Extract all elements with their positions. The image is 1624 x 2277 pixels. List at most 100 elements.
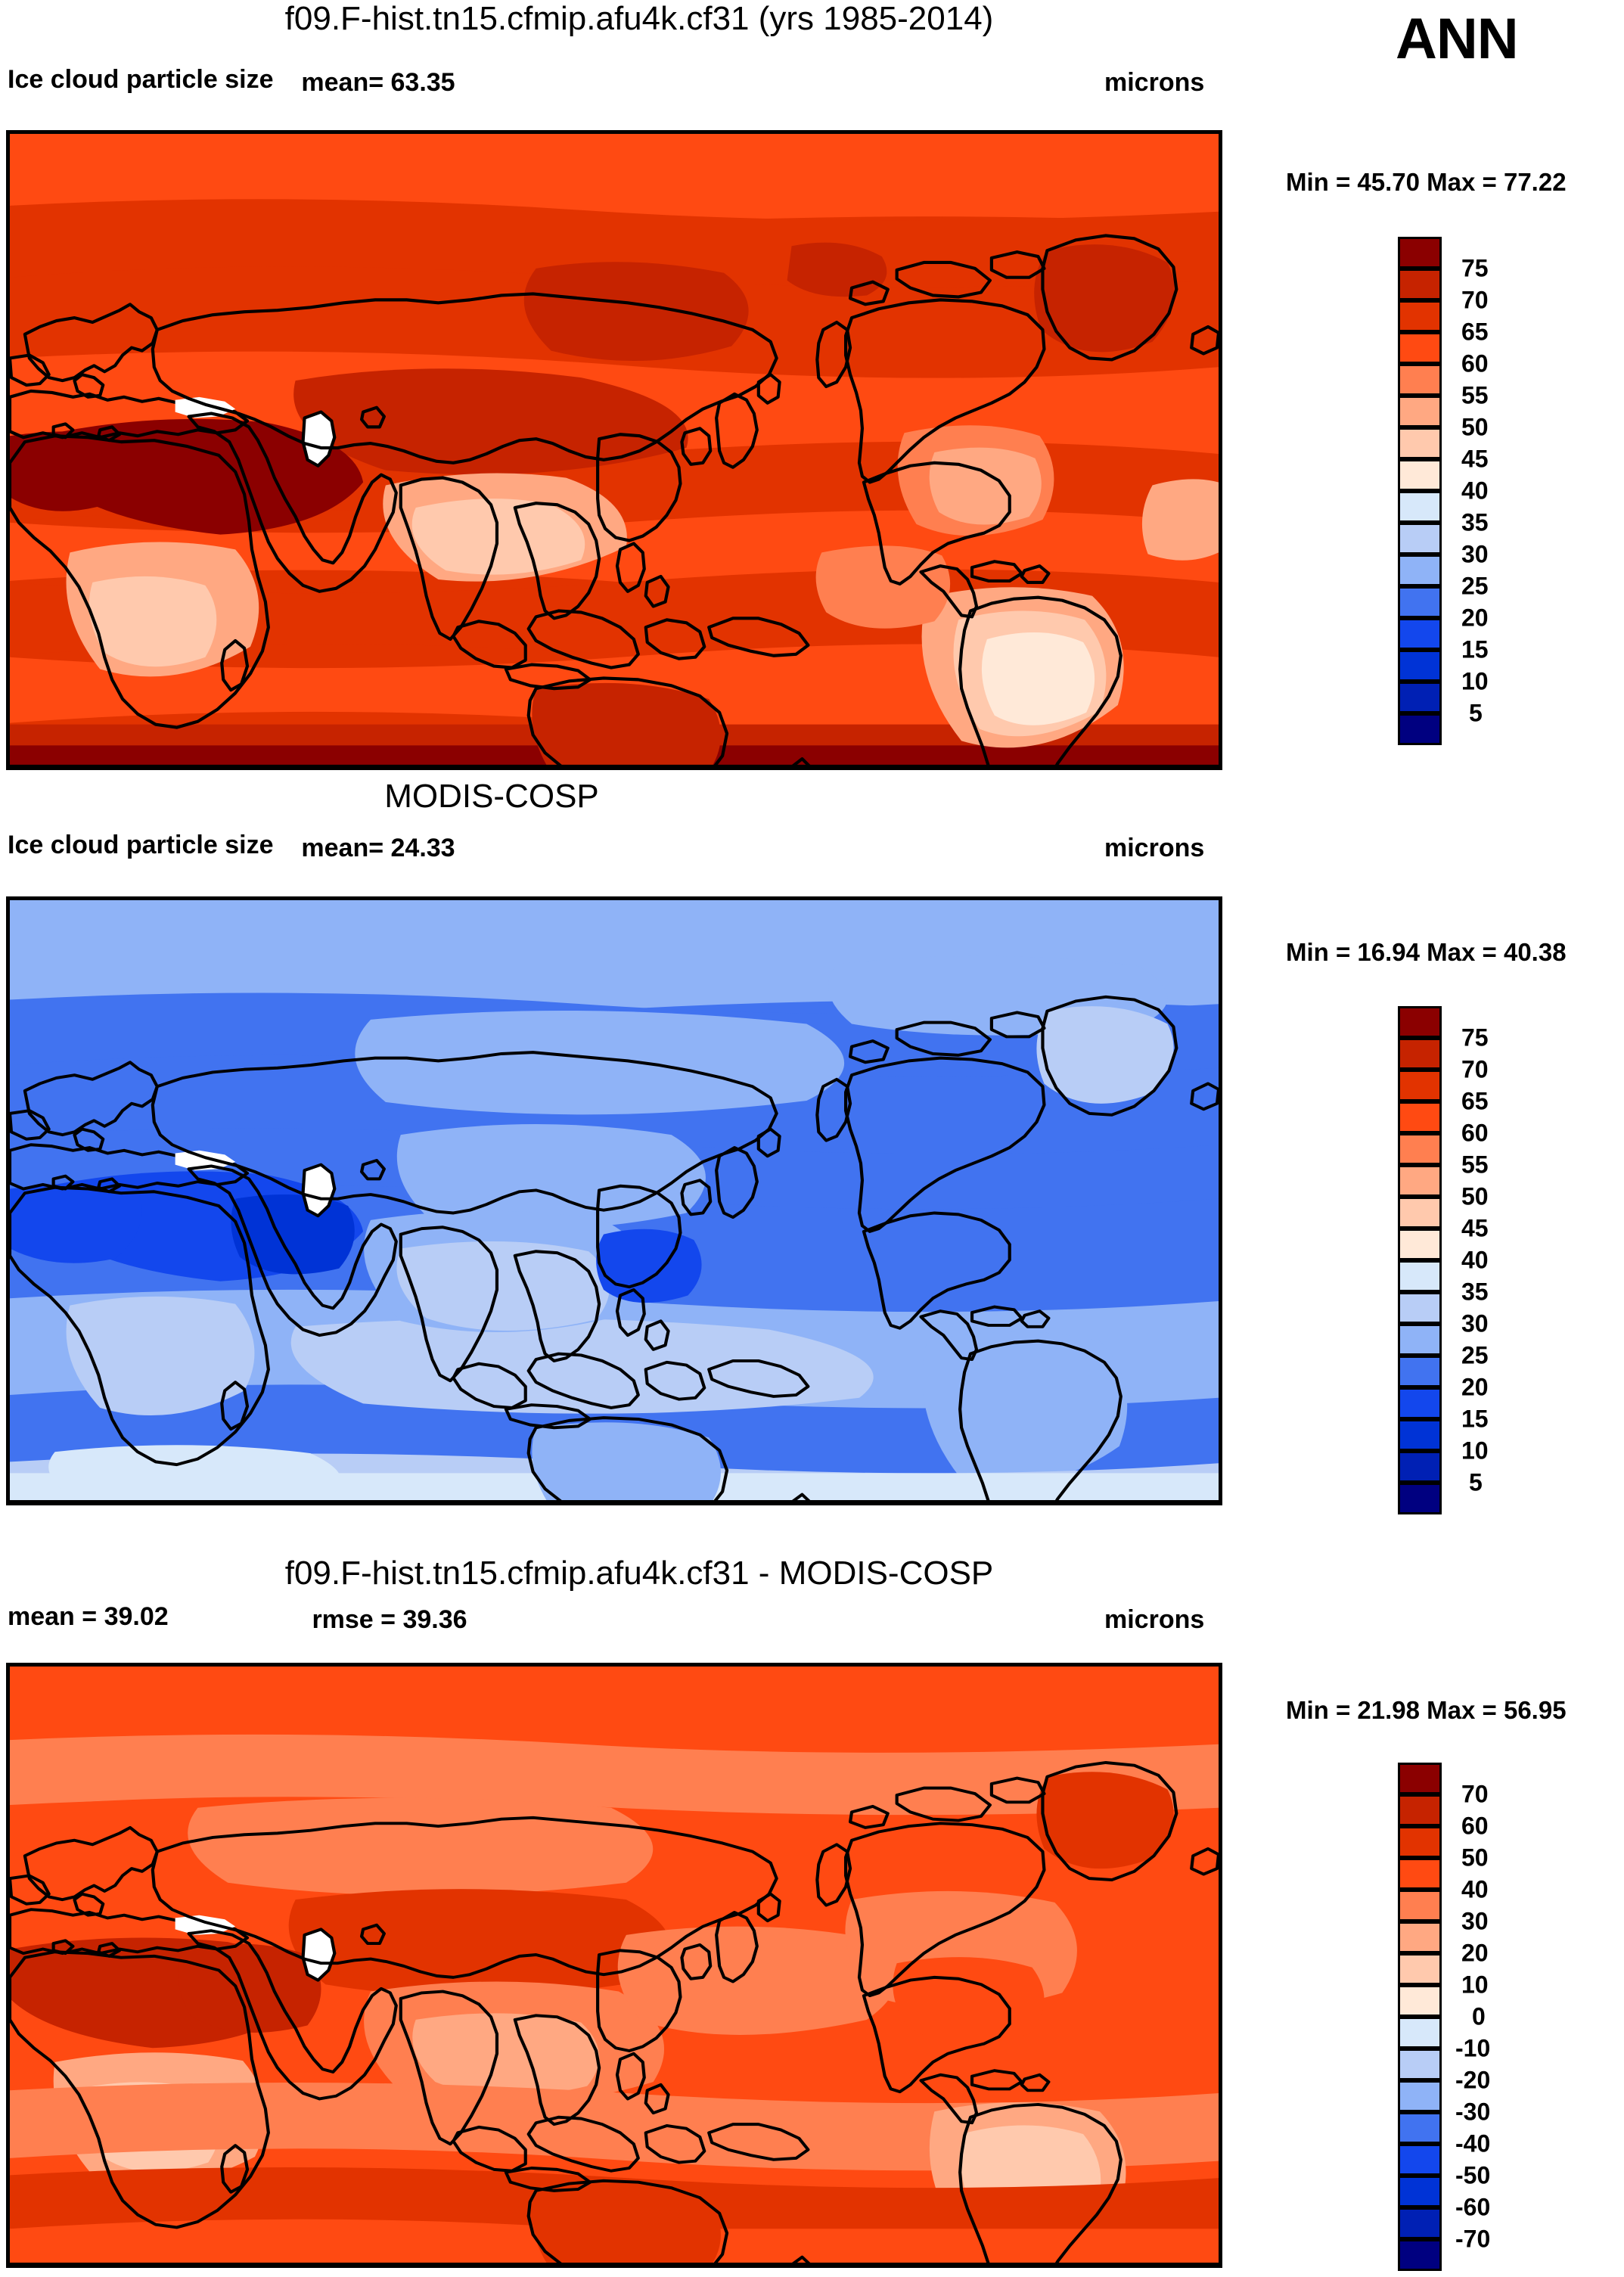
colorbar-tick: 30	[1461, 1309, 1489, 1337]
panel-2-map[interactable]	[6, 896, 1222, 1505]
colorbar-tick: 60	[1461, 1119, 1489, 1147]
colorbar-tick: 10	[1461, 667, 1489, 695]
colorbar-band	[1398, 364, 1442, 396]
colorbar-tick: 65	[1461, 318, 1489, 346]
colorbar-band	[1398, 586, 1442, 618]
colorbar-band	[1398, 237, 1442, 269]
colorbar-tick: 75	[1461, 254, 1489, 282]
colorbar-band	[1398, 2112, 1442, 2144]
panel-2-colorbar[interactable]: 75 70 65 60 55 50 45 40 35 30 25 20 15 1…	[1398, 1006, 1489, 1514]
colorbar-tick: 10	[1461, 1971, 1489, 1999]
panel-3-mean-label: mean = 39.02	[8, 1602, 169, 1631]
colorbar-tick: 20	[1461, 604, 1489, 632]
colorbar-band	[1398, 1165, 1442, 1197]
colorbar-tick: 5	[1469, 1468, 1483, 1496]
colorbar-tick: 30	[1461, 540, 1489, 568]
colorbar-band	[1398, 682, 1442, 713]
colorbar-band	[1398, 1070, 1442, 1101]
colorbar-band	[1398, 1038, 1442, 1070]
colorbar-tick: -40	[1455, 2129, 1491, 2157]
panel-3-colorbar[interactable]: 70 60 50 40 30 20 10 0 -10 -20 -30 -40 -…	[1398, 1763, 1490, 2271]
panel-2-minmax: Min = 16.94 Max = 40.38	[1286, 938, 1567, 966]
colorbar-tick: 50	[1461, 1844, 1489, 1872]
colorbar-tick: -10	[1455, 2034, 1491, 2062]
colorbar-tick: 35	[1461, 1278, 1489, 1306]
colorbar-band	[1398, 1197, 1442, 1229]
panel-1-title: f09.F-hist.tn15.cfmip.afu4k.cf31 (yrs 19…	[284, 0, 994, 37]
colorbar-band	[1398, 332, 1442, 364]
colorbar-band	[1398, 427, 1442, 459]
panel-1-units-label: microns	[1104, 68, 1205, 97]
colorbar-band	[1398, 2080, 1442, 2112]
colorbar-tick: 40	[1461, 477, 1489, 505]
panel-3-rmse-label: rmse = 39.36	[312, 1605, 467, 1634]
colorbar-tick: 45	[1461, 445, 1489, 473]
colorbar-tick: 60	[1461, 349, 1489, 377]
panel-1-colorbar[interactable]: 75 70 65 60 55 50 45 40 35 30 25 20 15 1…	[1398, 237, 1489, 745]
colorbar-band	[1398, 1260, 1442, 1292]
panel-3-map[interactable]	[6, 1663, 1222, 2268]
colorbar-tick: -30	[1455, 2098, 1491, 2126]
colorbar-band	[1398, 1419, 1442, 1451]
panel-2-left-label: Ice cloud particle size	[8, 831, 274, 859]
colorbar-band	[1398, 1890, 1442, 1921]
colorbar-band	[1398, 269, 1442, 300]
panel-3-units-label: microns	[1104, 1605, 1205, 1634]
panel-2-title: MODIS-COSP	[384, 778, 599, 815]
colorbar-band	[1398, 1133, 1442, 1165]
colorbar-band	[1398, 1229, 1442, 1260]
colorbar-tick: -70	[1455, 2225, 1491, 2253]
colorbar-band	[1398, 1953, 1442, 1985]
colorbar-tick: 45	[1461, 1214, 1489, 1242]
colorbar-band	[1398, 459, 1442, 491]
colorbar-tick: 0	[1472, 2002, 1486, 2030]
colorbar-band	[1398, 2144, 1442, 2176]
colorbar-tick: 65	[1461, 1087, 1489, 1115]
colorbar-tick: -60	[1455, 2193, 1491, 2221]
colorbar-tick: 20	[1461, 1939, 1489, 1967]
colorbar-band	[1398, 1826, 1442, 1858]
colorbar-band	[1398, 554, 1442, 586]
panel-3-title: f09.F-hist.tn15.cfmip.afu4k.cf31 - MODIS…	[284, 1555, 994, 1592]
colorbar-band	[1398, 1858, 1442, 1890]
colorbar-band	[1398, 523, 1442, 554]
colorbar-band	[1398, 2049, 1442, 2080]
colorbar-tick: 70	[1461, 1780, 1489, 1808]
panel-1-map[interactable]	[6, 130, 1222, 770]
colorbar-tick: 60	[1461, 1812, 1489, 1840]
panel-1-minmax: Min = 45.70 Max = 77.22	[1286, 168, 1567, 196]
colorbar-tick: 70	[1461, 286, 1489, 314]
panel-1-left-label: Ice cloud particle size	[8, 65, 274, 94]
colorbar-band	[1398, 1324, 1442, 1356]
colorbar-band	[1398, 2239, 1442, 2271]
colorbar-tick: 55	[1461, 1151, 1489, 1179]
colorbar-tick: 50	[1461, 413, 1489, 441]
colorbar-tick: 30	[1461, 1907, 1489, 1935]
colorbar-tick: 70	[1461, 1055, 1489, 1083]
colorbar-tick: 75	[1461, 1024, 1489, 1052]
panel-3-minmax: Min = 21.98 Max = 56.95	[1286, 1696, 1567, 1724]
colorbar-tick: 5	[1469, 699, 1483, 727]
colorbar-band	[1398, 650, 1442, 682]
colorbar-band	[1398, 1387, 1442, 1419]
colorbar-tick: 55	[1461, 381, 1489, 409]
colorbar-band	[1398, 300, 1442, 332]
colorbar-band	[1398, 1292, 1442, 1324]
colorbar-tick: 35	[1461, 508, 1489, 536]
colorbar-tick: 15	[1461, 635, 1489, 663]
season-label: ANN	[1396, 7, 1519, 71]
colorbar-band	[1398, 1763, 1442, 1794]
colorbar-band	[1398, 1921, 1442, 1953]
colorbar-band	[1398, 1985, 1442, 2017]
colorbar-tick: 40	[1461, 1246, 1489, 1274]
colorbar-band	[1398, 1483, 1442, 1514]
colorbar-tick: 20	[1461, 1373, 1489, 1401]
colorbar-tick: 25	[1461, 572, 1489, 600]
colorbar-tick: -50	[1455, 2161, 1491, 2189]
colorbar-band	[1398, 396, 1442, 427]
colorbar-tick: 50	[1461, 1182, 1489, 1210]
colorbar-band	[1398, 1356, 1442, 1387]
colorbar-band	[1398, 2017, 1442, 2049]
colorbar-band	[1398, 491, 1442, 523]
panel-1-mean-label: mean= 63.35	[301, 68, 455, 97]
